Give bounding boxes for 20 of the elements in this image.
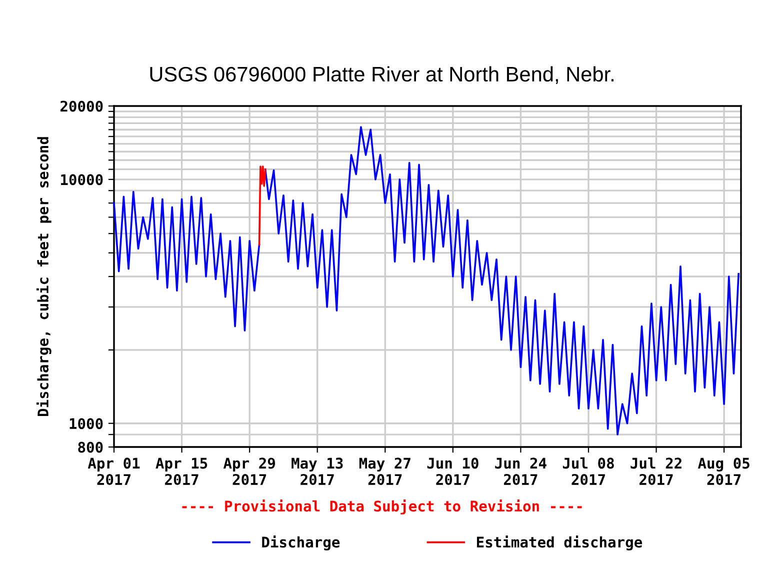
x-tick-label: May 27 2017 <box>359 458 410 486</box>
x-tick-label: May 13 2017 <box>292 458 343 486</box>
x-tick-label: Jul 08 2017 <box>562 457 614 486</box>
legend-label: Estimated discharge <box>477 536 642 550</box>
chart-title: USGS 06796000 Platte River at North Bend, Nebr. <box>150 66 614 84</box>
x-tick-label: Jun 10 2017 <box>427 458 478 486</box>
x-tick-label: Aug 05 2017 <box>698 458 750 486</box>
line-series <box>258 166 266 246</box>
x-tick-label: Apr 29 2017 <box>223 458 275 486</box>
legend-label: Discharge <box>262 536 340 550</box>
text: ---- Provisional Data Subject to Revision ---- <box>182 500 582 514</box>
y-tick-label: 20000 <box>60 100 103 112</box>
y-axis-title: Discharge, cubic feet per second <box>36 137 52 416</box>
x-tick-label: Jul 22 2017 <box>630 457 682 486</box>
y-tick-label: 1000 <box>70 418 103 430</box>
y-tick-label: 10000 <box>61 174 103 186</box>
x-tick-label: Apr 01 2017 <box>88 458 140 486</box>
x-tick-label: Jun 24 2017 <box>495 458 546 486</box>
x-tick-label: Apr 15 2017 <box>156 458 208 486</box>
y-tick-label: 800 <box>78 442 103 453</box>
